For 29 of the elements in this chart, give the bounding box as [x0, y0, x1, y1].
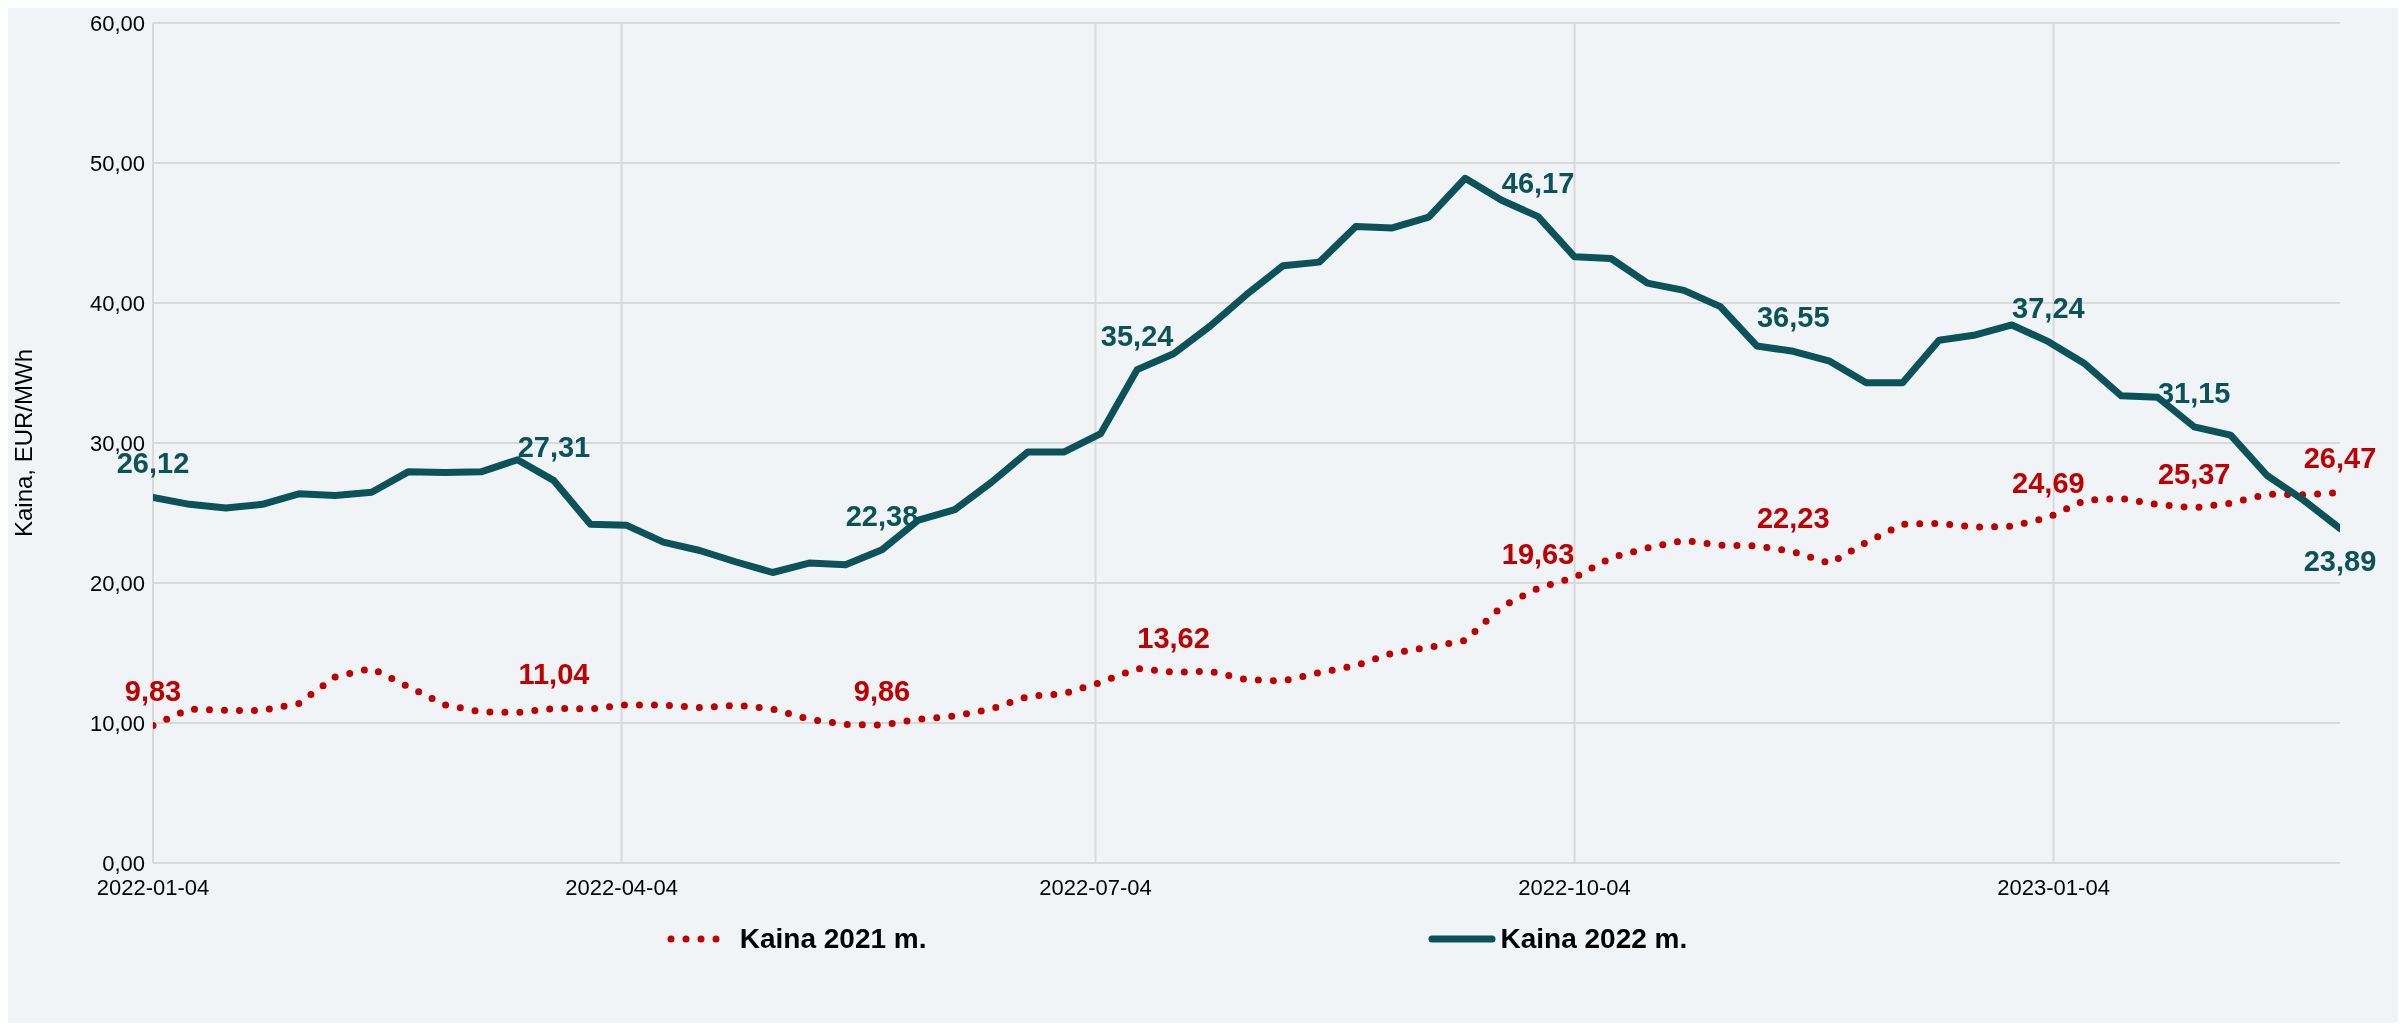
data-label: 11,04 — [518, 658, 590, 691]
data-label: 22,23 — [1756, 501, 1830, 534]
x-tick-label: 2022-07-04 — [1039, 874, 1152, 900]
y-axis-title: Kaina, EUR/MWh — [9, 348, 37, 538]
data-label: 13,62 — [1137, 622, 1210, 655]
data-label: 46,17 — [1501, 166, 1575, 199]
x-tick-label: 2022-04-04 — [565, 874, 678, 900]
data-label: 37,24 — [2012, 291, 2085, 324]
y-tick-label: 10,00 — [89, 710, 145, 736]
x-tick-label: 2023-01-04 — [1997, 874, 2110, 900]
data-label: 27,31 — [517, 430, 591, 463]
data-label: 25,37 — [2157, 457, 2231, 490]
data-label: 36,55 — [1756, 301, 1830, 334]
data-label: 19,63 — [1501, 538, 1575, 571]
data-label: 24,69 — [2012, 467, 2085, 500]
y-tick-label: 20,00 — [89, 570, 145, 596]
data-label: 9,86 — [853, 674, 911, 707]
legend-label: Kaina 2022 m. — [1500, 923, 1688, 955]
data-label: 35,24 — [1100, 319, 1174, 352]
data-label: 26,47 — [2303, 442, 2377, 475]
data-label: 9,83 — [124, 675, 182, 708]
y-tick-label: 40,00 — [89, 290, 145, 316]
x-tick-label: 2022-10-04 — [1518, 874, 1631, 900]
y-tick-label: 0,00 — [102, 850, 145, 876]
y-tick-label: 50,00 — [89, 150, 145, 176]
x-tick-label: 2022-01-04 — [96, 874, 210, 900]
data-label: 23,89 — [2303, 544, 2377, 577]
legend-label: Kaina 2021 m. — [739, 923, 927, 955]
y-tick-label: 60,00 — [89, 10, 145, 36]
